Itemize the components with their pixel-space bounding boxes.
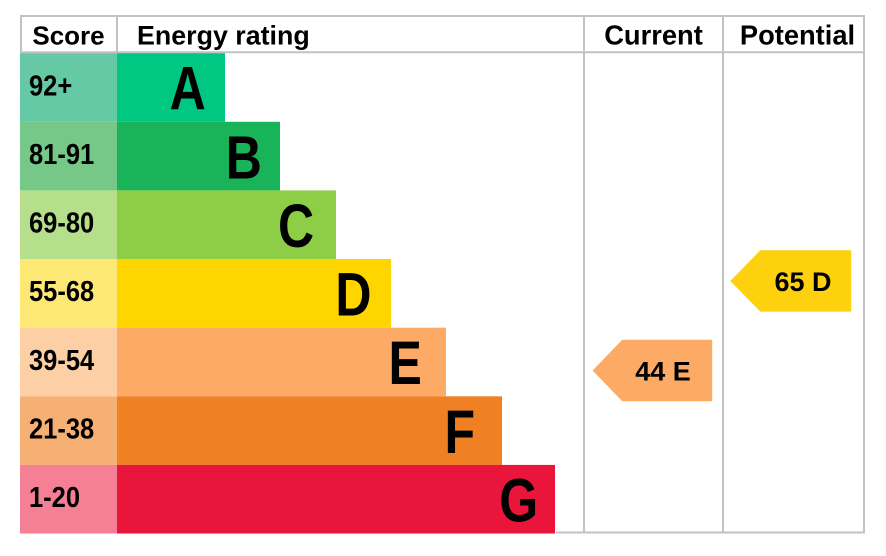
- svg-text:F: F: [445, 398, 476, 466]
- svg-text:39-54: 39-54: [29, 343, 95, 376]
- svg-text:G: G: [499, 467, 538, 535]
- svg-text:A: A: [170, 55, 206, 123]
- svg-text:55-68: 55-68: [29, 275, 94, 308]
- svg-text:69-80: 69-80: [29, 206, 94, 239]
- svg-text:1-20: 1-20: [29, 481, 80, 514]
- svg-text:Current: Current: [604, 20, 703, 51]
- svg-text:92+: 92+: [29, 69, 72, 102]
- svg-text:D: D: [335, 261, 371, 329]
- svg-text:Score: Score: [32, 21, 104, 51]
- svg-text:65 D: 65 D: [774, 267, 831, 297]
- svg-text:B: B: [226, 124, 262, 192]
- svg-text:21-38: 21-38: [29, 412, 94, 445]
- svg-text:Energy rating: Energy rating: [137, 21, 310, 51]
- svg-text:44 E: 44 E: [635, 356, 691, 386]
- svg-text:81-91: 81-91: [29, 137, 94, 170]
- svg-text:E: E: [389, 330, 422, 398]
- svg-text:C: C: [278, 192, 314, 260]
- svg-text:Potential: Potential: [740, 20, 855, 51]
